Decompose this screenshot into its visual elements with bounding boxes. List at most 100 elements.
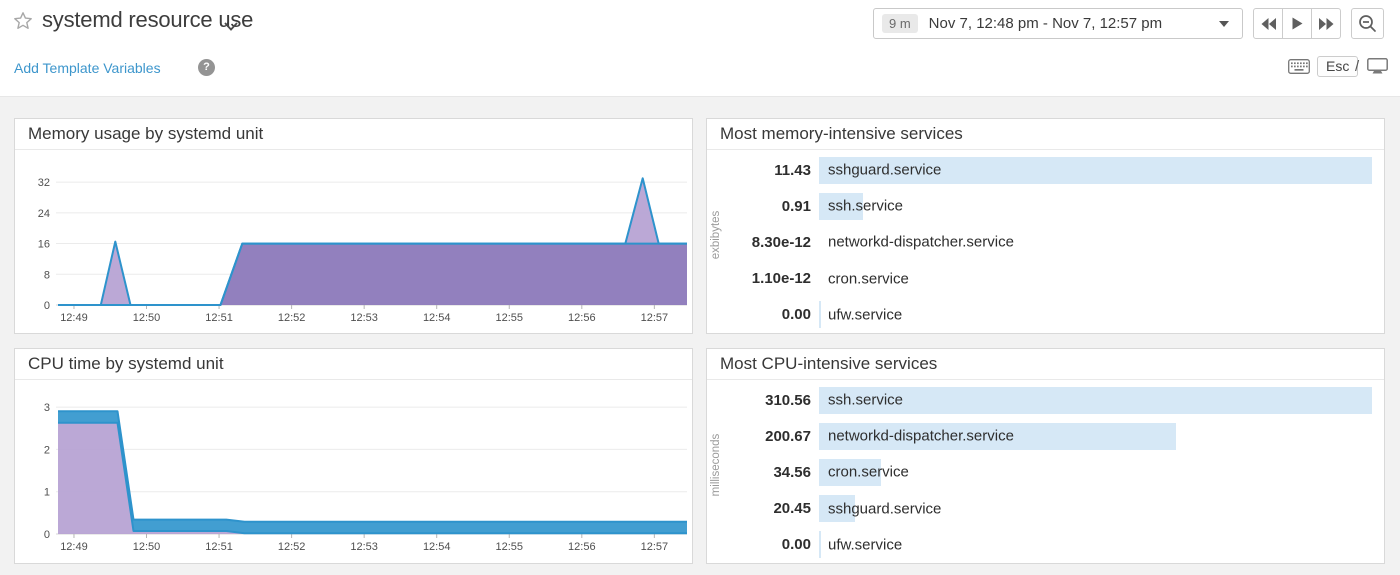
add-template-variables-link[interactable]: Add Template Variables bbox=[14, 60, 161, 76]
x-tick-label: 12:57 bbox=[641, 312, 669, 324]
x-tick-label: 12:52 bbox=[278, 541, 306, 553]
zoom-out-button[interactable] bbox=[1351, 8, 1384, 39]
purple-cpu-area-fill bbox=[58, 422, 687, 534]
favorite-star-icon[interactable] bbox=[13, 11, 33, 36]
memory-toplist: 11.43 sshguard.service 0.91 ssh.service 8.30… bbox=[723, 152, 1372, 333]
playback-controls bbox=[1253, 8, 1341, 39]
toplist-bar-area: ufw.service bbox=[819, 301, 1372, 329]
dashboard-title: systemd resource use bbox=[42, 7, 254, 32]
toplist-row[interactable]: 310.56 ssh.service bbox=[723, 382, 1372, 418]
panel-most-cpu-intensive[interactable]: Most CPU-intensive services milliseconds… bbox=[706, 348, 1385, 564]
x-tick-label: 12:55 bbox=[495, 541, 523, 553]
spike-unit-area-line bbox=[58, 177, 687, 306]
toplist-bar-area: ufw.service bbox=[819, 531, 1372, 559]
toplist-service-label: networkd-dispatcher.service bbox=[828, 233, 1014, 251]
x-tick-label: 12:49 bbox=[60, 541, 88, 553]
toplist-value: 0.00 bbox=[781, 306, 811, 324]
x-tick-label: 12:53 bbox=[350, 541, 378, 553]
toplist-bar-area: networkd-dispatcher.service bbox=[819, 422, 1372, 450]
panel-memory-usage-chart[interactable]: Memory usage by systemd unit 0 8 16 24 32 12:… bbox=[14, 118, 693, 334]
x-tick-label: 12:56 bbox=[568, 312, 596, 324]
y-tick-label: 0 bbox=[44, 300, 50, 312]
play-button[interactable] bbox=[1282, 8, 1312, 39]
spike-unit-area-fill bbox=[58, 178, 687, 305]
y-tick-label: 2 bbox=[44, 444, 50, 456]
step-backward-button[interactable] bbox=[1253, 8, 1283, 39]
time-range-caret-icon bbox=[1219, 20, 1229, 27]
y-tick-label: 16 bbox=[38, 239, 50, 251]
toplist-bar-area: sshguard.service bbox=[819, 156, 1372, 184]
toplist-value: 8.30e-12 bbox=[751, 233, 811, 251]
x-tick-label: 12:56 bbox=[568, 541, 596, 553]
x-tick-label: 12:50 bbox=[133, 541, 161, 553]
toplist-value: 200.67 bbox=[765, 427, 811, 445]
help-icon[interactable]: ? bbox=[198, 59, 215, 76]
toplist-bar bbox=[819, 458, 881, 486]
toplist-value: 34.56 bbox=[773, 463, 811, 481]
panel-title: CPU time by systemd unit bbox=[15, 349, 692, 380]
toplist-unit-label: exbibytes bbox=[710, 210, 722, 259]
toplist-bar-area: ssh.service bbox=[819, 192, 1372, 220]
toplist-row[interactable]: 200.67 networkd-dispatcher.service bbox=[723, 418, 1372, 454]
toplist-row[interactable]: 34.56 cron.service bbox=[723, 454, 1372, 490]
x-tick-label: 12:52 bbox=[278, 312, 306, 324]
toplist-row[interactable]: 0.91 ssh.service bbox=[723, 188, 1372, 224]
x-tick-label: 12:51 bbox=[205, 541, 233, 553]
panel-title: Most CPU-intensive services bbox=[707, 349, 1384, 380]
y-tick-label: 0 bbox=[44, 529, 50, 541]
toplist-bar-area: ssh.service bbox=[819, 386, 1372, 414]
toplist-service-label: networkd-dispatcher.service bbox=[828, 427, 1014, 445]
toplist-service-label: ufw.service bbox=[828, 536, 903, 554]
toplist-service-label: ssh.service bbox=[828, 197, 904, 215]
blue-cpu-band-line bbox=[58, 410, 687, 523]
toplist-row[interactable]: 8.30e-12 networkd-dispatcher.service bbox=[723, 224, 1372, 260]
toplist-service-label: ufw.service bbox=[828, 306, 903, 324]
cpu-time-area-chart[interactable]: 0 1 2 3 12:49 12:50 12:51 12:52 12:53 12:54 12:55 1… bbox=[15, 380, 692, 564]
toplist-service-label: cron.service bbox=[828, 270, 909, 288]
dashboard-canvas: Memory usage by systemd unit 0 8 16 24 32 12:… bbox=[0, 96, 1400, 575]
magnifier-minus-icon bbox=[1359, 15, 1376, 32]
cpu-toplist: 310.56 ssh.service 200.67 networkd-dispatch… bbox=[723, 382, 1372, 563]
rewind-icon bbox=[1261, 17, 1276, 30]
time-range-text: Nov 7, 12:48 pm - Nov 7, 12:57 pm bbox=[928, 15, 1163, 32]
x-tick-label: 12:54 bbox=[423, 541, 451, 553]
x-tick-label: 12:50 bbox=[133, 312, 161, 324]
toplist-bar bbox=[819, 156, 1372, 184]
panel-title: Memory usage by systemd unit bbox=[15, 119, 692, 150]
step-forward-button[interactable] bbox=[1311, 8, 1341, 39]
toplist-row[interactable]: 0.00 ufw.service bbox=[723, 527, 1372, 563]
memory-usage-area-chart[interactable]: 0 8 16 24 32 12:49 12:50 12:51 12:52 12:53 12:54 12… bbox=[15, 150, 692, 334]
toplist-row[interactable]: 20.45 sshguard.service bbox=[723, 491, 1372, 527]
y-tick-label: 24 bbox=[38, 208, 50, 220]
toplist-row[interactable]: 11.43 sshguard.service bbox=[723, 152, 1372, 188]
toplist-service-label: sshguard.service bbox=[828, 500, 942, 518]
toplist-value: 1.10e-12 bbox=[751, 270, 811, 288]
x-tick-label: 12:53 bbox=[350, 312, 378, 324]
fullscreen-monitor-icon[interactable] bbox=[1367, 58, 1388, 79]
toplist-value: 0.91 bbox=[781, 197, 811, 215]
y-tick-label: 32 bbox=[38, 177, 50, 189]
toplist-bar bbox=[819, 422, 1177, 450]
toplist-bar bbox=[819, 495, 856, 523]
x-tick-label: 12:57 bbox=[641, 541, 669, 553]
toplist-bar-area: cron.service bbox=[819, 265, 1372, 292]
base-unit-area-fill bbox=[58, 243, 687, 305]
play-icon bbox=[1292, 17, 1302, 30]
keyboard-icon[interactable] bbox=[1288, 59, 1310, 79]
title-chevron-down-icon[interactable] bbox=[224, 18, 238, 36]
toplist-value: 11.43 bbox=[774, 161, 811, 179]
toplist-bar-area: cron.service bbox=[819, 458, 1372, 486]
panel-cpu-time-chart[interactable]: CPU time by systemd unit 0 1 2 3 12:49 12:50 1… bbox=[14, 348, 693, 564]
toplist-bar-area: sshguard.service bbox=[819, 495, 1372, 523]
x-tick-label: 12:54 bbox=[423, 312, 451, 324]
blue-cpu-band-fill bbox=[58, 411, 687, 534]
y-tick-label: 3 bbox=[44, 402, 50, 414]
time-range-picker[interactable]: 9 m Nov 7, 12:48 pm - Nov 7, 12:57 pm bbox=[873, 8, 1243, 39]
toplist-service-label: cron.service bbox=[828, 463, 909, 481]
panel-most-memory-intensive[interactable]: Most memory-intensive services exbibytes… bbox=[706, 118, 1385, 334]
toplist-row[interactable]: 0.00 ufw.service bbox=[723, 297, 1372, 333]
toplist-row[interactable]: 1.10e-12 cron.service bbox=[723, 261, 1372, 297]
toplist-bar bbox=[819, 531, 821, 559]
x-tick-label: 12:49 bbox=[60, 312, 88, 324]
